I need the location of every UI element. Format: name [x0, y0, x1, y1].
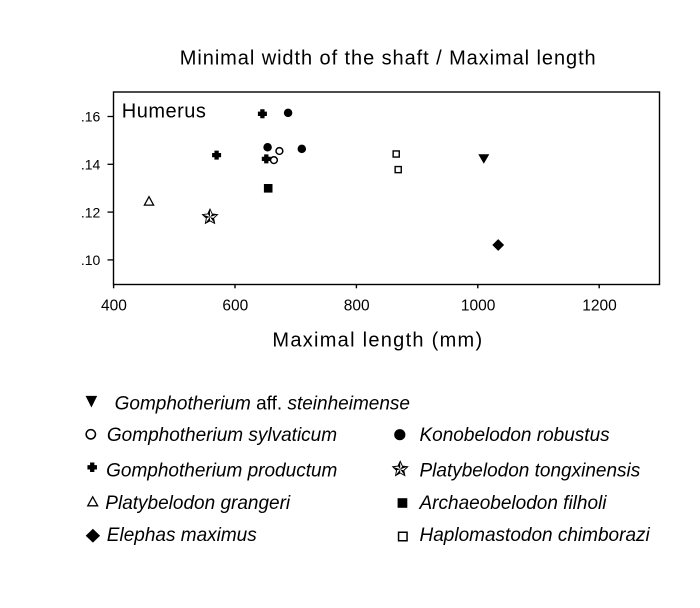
svg-text:600: 600	[222, 297, 248, 314]
svg-text:Humerus: Humerus	[122, 101, 207, 123]
svg-text:Platybelodon grangeri: Platybelodon grangeri	[105, 493, 291, 514]
svg-text:Minimal width of the shaft / M: Minimal width of the shaft / Maximal len…	[180, 48, 597, 70]
svg-text:Maximal length (mm): Maximal length (mm)	[272, 329, 483, 351]
svg-text:Gomphotherium productum: Gomphotherium productum	[106, 461, 337, 482]
svg-text:.12: .12	[81, 204, 101, 220]
svg-text:1200: 1200	[582, 297, 617, 314]
svg-text:Konobelodon robustus: Konobelodon robustus	[420, 425, 611, 446]
svg-text:Gomphotherium sylvaticum: Gomphotherium sylvaticum	[107, 425, 337, 446]
svg-text:1000: 1000	[461, 297, 496, 314]
svg-text:400: 400	[101, 297, 127, 314]
svg-text:Archaeobelodon filholi: Archaeobelodon filholi	[419, 493, 608, 514]
svg-text:.14: .14	[81, 157, 101, 173]
svg-text:Elephas maximus: Elephas maximus	[107, 525, 257, 546]
svg-text:Haplomastodon chimborazi: Haplomastodon chimborazi	[420, 525, 651, 546]
svg-text:800: 800	[344, 297, 370, 314]
svg-text:.16: .16	[81, 109, 101, 125]
svg-text:Platybelodon tongxinensis: Platybelodon tongxinensis	[420, 461, 641, 482]
svg-text:Gomphotherium aff. steinheimen: Gomphotherium aff. steinheimense	[115, 394, 410, 415]
svg-text:.10: .10	[81, 252, 101, 268]
